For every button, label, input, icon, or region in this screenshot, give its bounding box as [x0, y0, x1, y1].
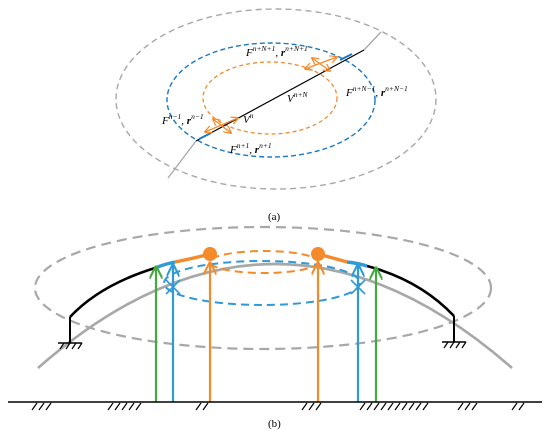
ground-hatch — [408, 402, 415, 411]
orange-ellipse — [202, 61, 338, 135]
ground-hatch — [135, 402, 142, 411]
blue-arch-right — [346, 260, 368, 268]
orange-node-left — [203, 247, 217, 261]
ground-hatch — [387, 402, 394, 411]
ground-hatches — [31, 402, 525, 411]
ground-hatch — [366, 402, 373, 411]
label-top-F-r: Fn+N+1, rn+N+1 — [245, 44, 308, 59]
outer-gray-ellipse — [115, 8, 437, 190]
ground-hatch — [195, 402, 202, 411]
ground-hatch — [457, 402, 464, 411]
label-left-F-r: Fn−1, rn−1 — [161, 112, 204, 127]
ground-hatch — [38, 402, 45, 411]
ground-hatch — [45, 402, 52, 411]
orange-arrow-bl-2 — [213, 119, 231, 133]
ground-hatch — [373, 402, 380, 411]
ground-hatch — [128, 402, 135, 411]
ground-hatch — [401, 402, 408, 411]
label-bottom-F-r: Fn+1, rn+1 — [229, 141, 272, 156]
ground-hatch — [422, 402, 429, 411]
diagonal-line-gray-bottom — [167, 140, 197, 179]
gray-dashed-ellipse — [33, 225, 493, 351]
ground-hatch — [518, 402, 525, 411]
ground-hatch — [315, 402, 322, 411]
ground-hatch — [301, 402, 308, 411]
ground-hatch — [308, 402, 315, 411]
panel-a: Fn+N+1, rn+N+1 Fn+N−1, rn+N−1 Vn+N Vn Fn… — [115, 8, 437, 223]
diagonal-line-gray-top — [363, 31, 382, 51]
blue-segment-bottom — [198, 132, 212, 140]
orange-arrow-tr-2 — [312, 58, 330, 71]
caption-b: (b) — [268, 418, 281, 430]
ground-hatch — [464, 402, 471, 411]
left-support — [58, 317, 83, 350]
orange-node-right — [311, 247, 325, 261]
ground-hatch — [394, 402, 401, 411]
label-V-left: Vn — [243, 111, 254, 126]
blue-tick-left-2 — [165, 279, 181, 295]
diagonal-line — [195, 49, 365, 142]
ground-hatch — [121, 402, 128, 411]
outer-gray-arc — [37, 262, 513, 369]
blue-dashed-ellipse — [163, 260, 361, 306]
blue-tick-right-2 — [350, 279, 366, 295]
label-V-right: Vn+N — [287, 90, 309, 105]
right-support — [442, 316, 467, 349]
blue-segment-top — [339, 53, 353, 61]
ground-hatch — [202, 402, 209, 411]
label-right-F-r: Fn+N−1, rn+N−1 — [345, 84, 408, 99]
ground-hatch — [471, 402, 478, 411]
panel-b: (b) — [8, 225, 542, 430]
ground-hatch — [31, 402, 38, 411]
ground-hatch — [511, 402, 518, 411]
blue-ellipse — [166, 42, 376, 158]
ground-hatch — [380, 402, 387, 411]
ground-hatch — [359, 402, 366, 411]
caption-a: (a) — [268, 211, 281, 223]
ground-hatch — [107, 402, 114, 411]
ground-hatch — [415, 402, 422, 411]
ground-hatch — [114, 402, 121, 411]
